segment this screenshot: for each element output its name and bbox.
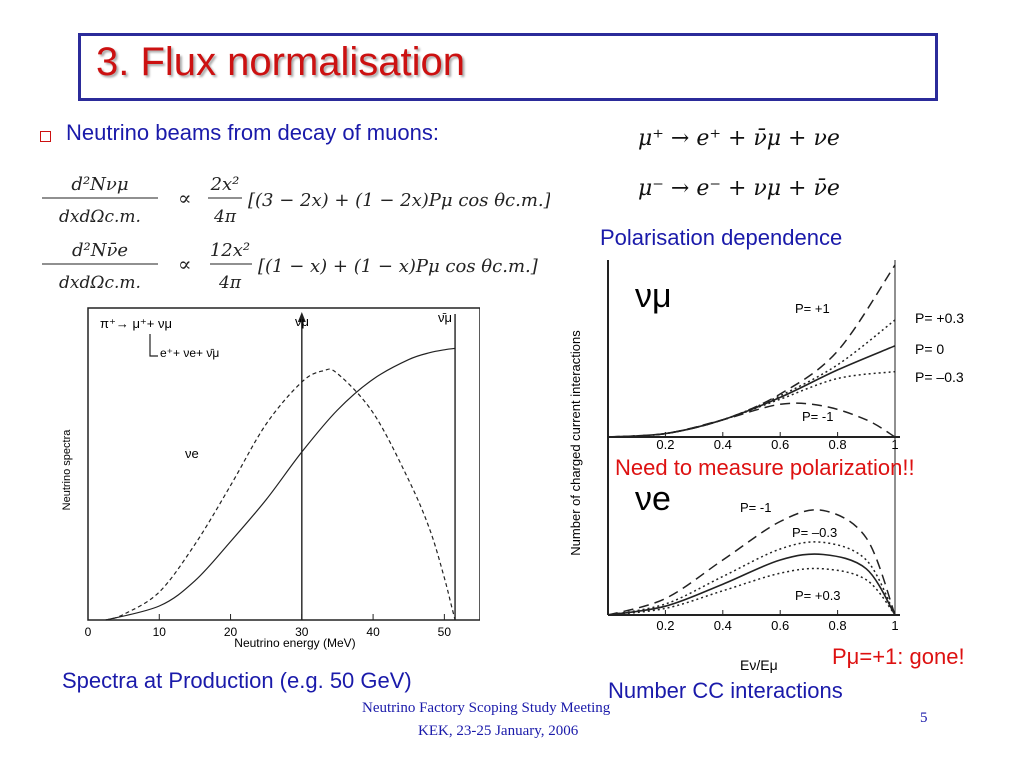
- formula2-bracket: [(1 − x) + (1 − x)Pμ cos θc.m.]: [258, 256, 539, 277]
- formula2-lhs-denominator: dxdΩc.m.: [59, 273, 141, 293]
- label-numu-p-plus0.3: P= +0.3: [915, 310, 964, 326]
- cc-xtick-label: 0.8: [829, 618, 847, 633]
- spectra-xtick-label: 40: [366, 625, 380, 639]
- cc-xtick-label: 0.6: [771, 437, 789, 452]
- left-caption: Spectra at Production (e.g. 50 GeV): [62, 668, 412, 693]
- cc-xtick-label: 1: [891, 618, 898, 633]
- cc-xlabel: Eν/Eμ: [740, 657, 778, 673]
- label-numu-p-minus0.3: P= –0.3: [915, 369, 964, 385]
- cc-xtick-label: 0.8: [829, 437, 847, 452]
- annotation-numu: νμ: [295, 314, 309, 329]
- spectra-ylabel: Neutrino spectra: [61, 429, 73, 511]
- numu-series-1: [607, 319, 896, 438]
- formula1-bracket: [(3 − 2x) + (1 − 2x)Pμ cos θc.m.]: [248, 190, 550, 211]
- cc-xtick-label: 1: [891, 437, 898, 452]
- label-numu-p-plus1: P= +1: [795, 301, 830, 316]
- spectra-xtick-label: 0: [85, 625, 92, 639]
- cc-xtick-label: 0.4: [714, 437, 732, 452]
- decay-equation-mu-minus: μ⁻ → e⁻ + νμ + ν̄e: [638, 176, 840, 201]
- annotation-numubar: ν̄μ: [438, 310, 452, 325]
- numu-panel-title: νμ: [635, 277, 672, 315]
- formula2-proportional: ∝: [178, 252, 192, 276]
- formula1-proportional: ∝: [178, 186, 192, 210]
- numu-series-3: [607, 370, 896, 438]
- numu-series-2: [607, 345, 896, 438]
- formula1-lhs-denominator: dxdΩc.m.: [59, 207, 141, 227]
- flux-formulas: d²Nνμ dxdΩc.m. ∝ 2x² 4π [(3 − 2x) + (1 −…: [42, 174, 550, 293]
- formula1-rhs-denominator: 4π: [213, 207, 237, 227]
- spectra-plot-frame: [87, 307, 480, 621]
- formula2-rhs-denominator: 4π: [218, 273, 242, 293]
- footer-meeting: Neutrino Factory Scoping Study Meeting: [362, 700, 611, 716]
- nue-panel-title: νe: [635, 480, 671, 518]
- cc-ylabel: Number of charged current interactions: [568, 330, 583, 556]
- nue-series-3: [607, 567, 896, 616]
- formula1-rhs-numerator: 2x²: [210, 174, 240, 195]
- spectra-xlabel: Neutrino energy (MeV): [234, 636, 355, 650]
- annotation-muon-decay: e⁺+ νe+ ν̄μ: [160, 346, 219, 360]
- label-nue-p-minus0.3: P= –0.3: [792, 525, 837, 540]
- cc-xtick-label: 0.4: [714, 618, 732, 633]
- spectra-chart: 0 10 20 30 40 50 Neutrino spectra Neutrino en…: [61, 307, 480, 650]
- spectra-series-nue: [105, 368, 456, 621]
- label-nue-p-minus1: P= -1: [740, 500, 771, 515]
- nue-series-1: [607, 541, 896, 616]
- decay-equation-mu-plus: μ⁺ → e⁺ + ν̄μ + νe: [638, 126, 840, 151]
- label-numu-p-minus1: P= -1: [802, 409, 833, 424]
- annotation-pion-decay: π⁺→ μ⁺+ νμ: [100, 316, 172, 331]
- cc-xtick-label: 0.2: [656, 437, 674, 452]
- title-frame: [78, 33, 938, 101]
- cc-xtick-label: 0.2: [656, 618, 674, 633]
- label-nue-p-plus0.3: P= +0.3: [795, 588, 841, 603]
- spectra-xtick-label: 30: [295, 625, 309, 639]
- cc-xtick-label: 0.6: [771, 618, 789, 633]
- spectra-series-numu: [105, 347, 456, 621]
- spectra-xtick-label: 10: [153, 625, 167, 639]
- formula2-rhs-numerator: 12x²: [210, 240, 250, 261]
- slide-title: 3. Flux normalisation: [96, 40, 466, 84]
- nue-series-0: [607, 509, 896, 616]
- spectra-xtick-label: 20: [224, 625, 238, 639]
- footer-date: KEK, 23-25 January, 2006: [418, 723, 579, 739]
- formula1-lhs-numerator: d²Nνμ: [71, 174, 128, 195]
- bullet-text: Neutrino beams from decay of muons:: [66, 120, 439, 145]
- gone-note: Pμ=+1: gone!: [832, 644, 965, 669]
- measure-note: Need to measure polarization!!: [615, 455, 915, 480]
- decay-chain-connector: [149, 334, 158, 357]
- right-caption: Number CC interactions: [608, 678, 843, 703]
- arrow-up-icon: [297, 312, 306, 322]
- bullet-square-icon: [40, 131, 51, 142]
- spectra-xtick-label: 50: [438, 625, 452, 639]
- cc-interactions-chart: Number of charged current interactions 0…: [568, 260, 964, 673]
- label-numu-p-0: P= 0: [915, 341, 944, 357]
- nue-series-2: [607, 553, 896, 616]
- annotation-nue: νe: [185, 446, 199, 461]
- polarisation-label: Polarisation dependence: [600, 225, 843, 250]
- formula2-lhs-numerator: d²Nν̄e: [72, 240, 128, 261]
- numu-series-4: [607, 402, 896, 438]
- page-number: 5: [920, 710, 928, 726]
